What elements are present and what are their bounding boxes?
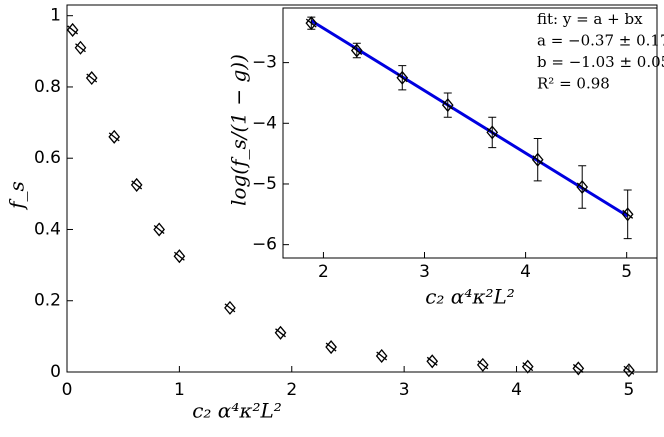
data-point: [130, 177, 143, 192]
x-tick-label: 3: [399, 380, 410, 400]
data-point: [66, 22, 79, 37]
x-tick-label: 4: [520, 262, 531, 282]
x-tick-label: 4: [511, 380, 522, 400]
data-point: [486, 125, 499, 140]
data-point: [576, 179, 589, 195]
y-tick-label: 0.4: [34, 219, 61, 239]
data-point: [108, 129, 121, 144]
x-axis-label: c₂ α⁴κ²L²: [192, 399, 282, 423]
data-point: [74, 40, 87, 55]
x-axis-label: c₂ α⁴κ²L²: [425, 285, 515, 309]
y-tick-label: −3: [252, 53, 277, 73]
annotation: b = −1.03 ± 0.05: [537, 53, 664, 71]
fit-line: [310, 19, 629, 218]
y-tick-label: 0.2: [34, 291, 61, 311]
data-point: [274, 325, 287, 340]
y-tick-label: 0.8: [34, 77, 61, 97]
annotation: fit: y = a + bx: [537, 10, 643, 28]
data-point: [521, 359, 534, 374]
data-point: [325, 340, 337, 355]
x-tick-label: 3: [419, 262, 430, 282]
plot-area: [282, 7, 658, 259]
y-tick-label: 0.6: [34, 148, 61, 168]
x-tick-label: 2: [286, 380, 297, 400]
annotation: a = −0.37 ± 0.17: [537, 32, 664, 50]
data-point: [224, 300, 236, 315]
annotation: R² = 0.98: [537, 75, 610, 93]
data-point: [85, 71, 98, 86]
data-point: [531, 152, 544, 167]
data-point: [153, 222, 165, 237]
y-axis-label: f_s: [5, 181, 29, 211]
data-point: [441, 98, 454, 113]
y-axis-label: log(f_s/(1 − g)): [227, 54, 251, 206]
data-point: [621, 207, 634, 222]
y-tick-label: −5: [252, 174, 277, 194]
data-point: [350, 43, 363, 58]
x-tick-label: 0: [62, 380, 73, 400]
y-tick-label: 0: [50, 362, 61, 382]
x-tick-label: 5: [621, 262, 632, 282]
data-point: [572, 361, 585, 376]
x-tick-label: 2: [318, 262, 329, 282]
x-tick-label: 5: [623, 380, 634, 400]
y-tick-label: −4: [252, 113, 277, 133]
data-point: [476, 357, 489, 372]
data-point: [396, 70, 409, 85]
x-tick-label: 1: [174, 380, 185, 400]
y-tick-label: −6: [252, 235, 277, 255]
y-tick-label: 1: [50, 6, 61, 26]
data-point: [305, 16, 318, 31]
data-point: [375, 348, 388, 363]
data-point: [173, 249, 186, 264]
data-point: [426, 354, 439, 369]
data-point: [623, 363, 635, 378]
